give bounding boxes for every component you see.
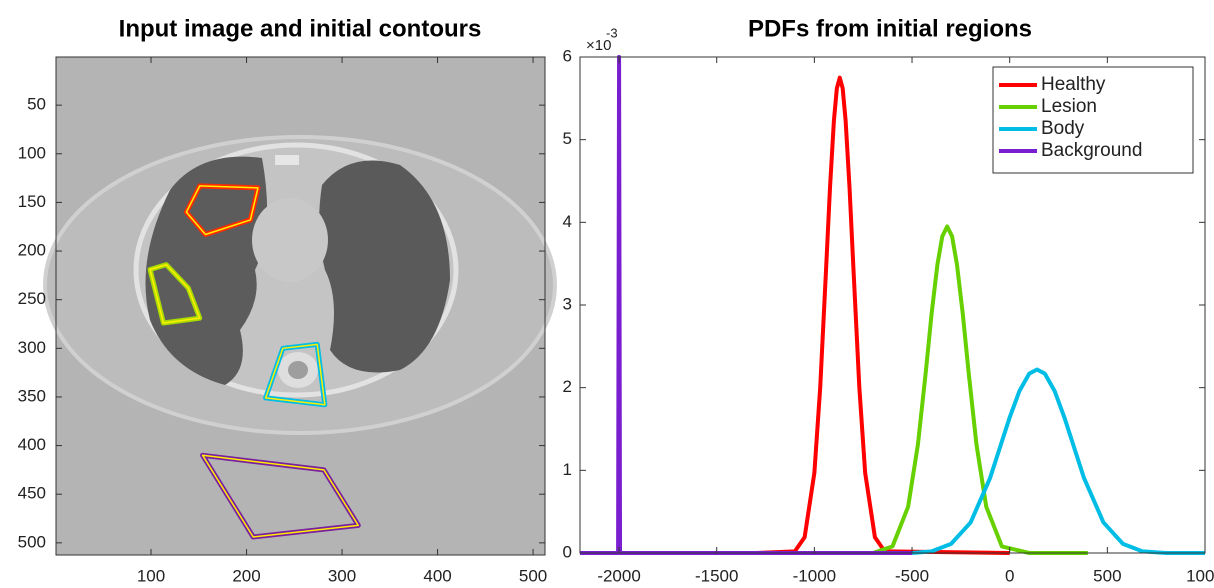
chart-title: Input image and initial contours bbox=[119, 15, 482, 42]
y-multiplier: ×10 bbox=[586, 37, 611, 54]
x-tick-label: 100 bbox=[137, 566, 165, 585]
y-tick-label: 150 bbox=[18, 192, 46, 211]
legend-label: Healthy bbox=[1041, 74, 1106, 95]
y-tick-label: 3 bbox=[563, 294, 572, 313]
x-tick-label: 300 bbox=[328, 566, 356, 585]
y-tick-label: 500 bbox=[18, 532, 46, 551]
x-tick-label: 500 bbox=[519, 566, 547, 585]
y-exponent: -3 bbox=[606, 25, 618, 40]
x-tick-label: -1000 bbox=[793, 566, 836, 585]
contour-inner bbox=[264, 343, 326, 406]
x-tick-label: 400 bbox=[423, 566, 451, 585]
ct-image bbox=[43, 57, 557, 555]
y-tick-label: 200 bbox=[18, 241, 46, 260]
x-tick-label: -500 bbox=[895, 566, 929, 585]
chart-title: PDFs from initial regions bbox=[748, 15, 1032, 42]
legend-label: Body bbox=[1041, 118, 1085, 139]
y-tick-label: 0 bbox=[563, 542, 572, 561]
contour-inner bbox=[201, 454, 360, 538]
y-tick-label: 2 bbox=[563, 377, 572, 396]
pdf-line bbox=[853, 224, 1088, 555]
axes-frame bbox=[55, 56, 546, 556]
y-tick-label: 5 bbox=[563, 129, 572, 148]
pdf-line bbox=[580, 55, 913, 555]
y-tick-label: 4 bbox=[563, 212, 572, 231]
pdf-line bbox=[911, 367, 1205, 555]
x-tick-label: 500 bbox=[1093, 566, 1121, 585]
x-tick-label: -1500 bbox=[695, 566, 738, 585]
x-tick-label: -2000 bbox=[597, 566, 640, 585]
y-tick-label: 1 bbox=[563, 460, 572, 479]
contour-inner bbox=[149, 263, 201, 324]
y-tick-label: 400 bbox=[18, 435, 46, 454]
y-tick-label: 300 bbox=[18, 338, 46, 357]
y-tick-label: 100 bbox=[18, 143, 46, 162]
x-tick-label: 200 bbox=[232, 566, 260, 585]
contour-inner bbox=[185, 185, 259, 236]
y-tick-label: 250 bbox=[18, 289, 46, 308]
legend-label: Lesion bbox=[1041, 96, 1097, 117]
x-tick-label: 1000 bbox=[1186, 566, 1214, 585]
y-tick-label: 450 bbox=[18, 484, 46, 503]
x-tick-label: 0 bbox=[1005, 566, 1014, 585]
y-tick-label: 6 bbox=[563, 46, 572, 65]
y-tick-label: 50 bbox=[27, 95, 46, 114]
y-tick-label: 350 bbox=[18, 386, 46, 405]
pdf-line bbox=[755, 75, 1010, 555]
legend-label: Background bbox=[1041, 140, 1142, 161]
